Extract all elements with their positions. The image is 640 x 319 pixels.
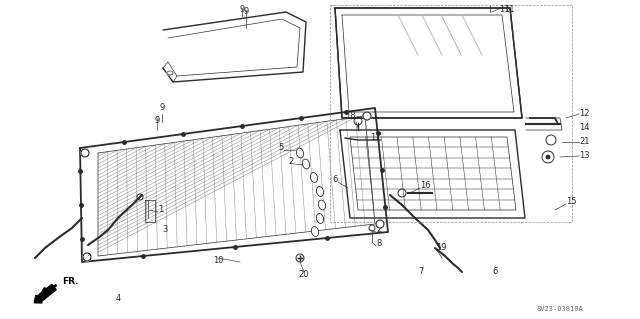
FancyArrow shape	[35, 284, 56, 303]
Text: 1: 1	[158, 205, 163, 214]
Circle shape	[542, 151, 554, 163]
Text: 16: 16	[420, 182, 431, 190]
Circle shape	[363, 112, 371, 120]
Ellipse shape	[167, 71, 173, 75]
Text: 8V23-03810A: 8V23-03810A	[536, 306, 584, 312]
Text: 2: 2	[289, 158, 294, 167]
Text: FR.: FR.	[62, 278, 79, 286]
Text: 7: 7	[418, 268, 424, 277]
Text: 21: 21	[579, 137, 589, 146]
Text: 17: 17	[370, 133, 381, 143]
Ellipse shape	[302, 159, 310, 169]
Text: 13: 13	[579, 152, 589, 160]
Text: 4: 4	[115, 294, 120, 303]
Text: 15: 15	[566, 197, 577, 206]
Ellipse shape	[310, 173, 317, 182]
Text: 18: 18	[346, 111, 356, 120]
Text: 19: 19	[436, 242, 447, 251]
Ellipse shape	[312, 226, 319, 236]
Ellipse shape	[316, 187, 324, 197]
Text: 12: 12	[579, 109, 589, 118]
Circle shape	[376, 220, 384, 228]
Text: 2: 2	[376, 226, 381, 234]
Circle shape	[546, 155, 550, 159]
Circle shape	[83, 253, 91, 261]
Ellipse shape	[318, 200, 326, 210]
Text: 6: 6	[333, 175, 338, 184]
Text: 9: 9	[154, 116, 159, 125]
Ellipse shape	[316, 214, 324, 223]
Ellipse shape	[296, 148, 303, 158]
Circle shape	[81, 149, 89, 157]
Text: 9: 9	[243, 7, 248, 16]
Text: 11: 11	[504, 5, 515, 14]
Text: 3: 3	[162, 226, 168, 234]
Text: 14: 14	[579, 123, 589, 132]
Text: 8: 8	[376, 240, 381, 249]
Text: 10: 10	[212, 256, 223, 265]
Text: 20: 20	[299, 270, 309, 279]
Text: 5: 5	[279, 144, 284, 152]
Text: 6: 6	[492, 268, 497, 277]
Text: 9: 9	[159, 103, 164, 112]
Text: 11: 11	[499, 5, 509, 14]
Text: 9: 9	[239, 5, 244, 14]
